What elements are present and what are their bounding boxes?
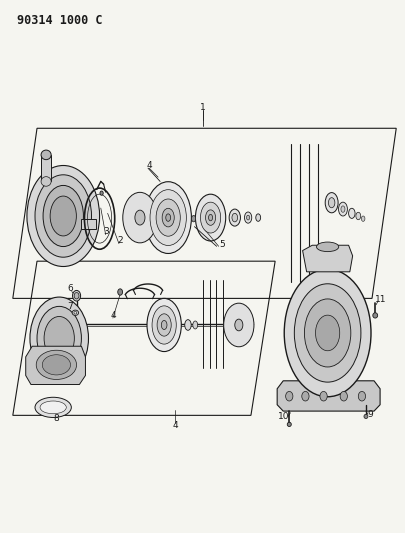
Ellipse shape — [356, 212, 361, 220]
Ellipse shape — [118, 289, 123, 295]
Text: 5: 5 — [219, 240, 225, 249]
Polygon shape — [81, 219, 96, 229]
Ellipse shape — [152, 306, 176, 344]
Text: 4: 4 — [110, 311, 116, 320]
Ellipse shape — [200, 202, 221, 233]
Ellipse shape — [156, 199, 180, 236]
Ellipse shape — [284, 269, 371, 397]
Ellipse shape — [286, 391, 293, 401]
Text: 9: 9 — [367, 410, 373, 419]
Ellipse shape — [315, 315, 340, 351]
Ellipse shape — [161, 320, 167, 329]
Ellipse shape — [287, 422, 291, 426]
Ellipse shape — [145, 182, 192, 254]
Text: 10: 10 — [277, 412, 289, 421]
Ellipse shape — [35, 397, 71, 417]
Ellipse shape — [340, 391, 347, 401]
Ellipse shape — [341, 206, 345, 212]
Ellipse shape — [44, 317, 75, 360]
Ellipse shape — [74, 311, 77, 314]
Ellipse shape — [37, 306, 81, 370]
Ellipse shape — [358, 391, 366, 401]
Ellipse shape — [209, 214, 213, 221]
Ellipse shape — [74, 293, 79, 299]
Ellipse shape — [35, 175, 92, 257]
Ellipse shape — [30, 297, 88, 379]
Text: 3: 3 — [104, 228, 109, 237]
Ellipse shape — [166, 214, 171, 221]
Polygon shape — [26, 346, 85, 384]
Ellipse shape — [229, 209, 241, 226]
Ellipse shape — [36, 350, 77, 379]
Ellipse shape — [41, 150, 51, 160]
Polygon shape — [41, 155, 51, 181]
Ellipse shape — [317, 242, 339, 252]
Ellipse shape — [147, 298, 181, 352]
Text: 11: 11 — [375, 295, 387, 304]
Ellipse shape — [361, 216, 365, 221]
Polygon shape — [277, 381, 380, 411]
Text: 8: 8 — [53, 414, 59, 423]
Ellipse shape — [339, 202, 347, 216]
Ellipse shape — [100, 191, 103, 195]
Ellipse shape — [42, 355, 70, 375]
Ellipse shape — [364, 414, 368, 418]
Text: 4: 4 — [147, 161, 152, 170]
Ellipse shape — [247, 215, 250, 220]
Ellipse shape — [43, 185, 83, 247]
Ellipse shape — [135, 210, 145, 225]
Ellipse shape — [40, 401, 66, 414]
Ellipse shape — [162, 208, 174, 227]
Ellipse shape — [325, 192, 338, 213]
Ellipse shape — [193, 321, 198, 329]
Ellipse shape — [123, 192, 157, 243]
Ellipse shape — [232, 213, 238, 222]
Ellipse shape — [27, 165, 100, 266]
Ellipse shape — [205, 210, 215, 225]
Ellipse shape — [320, 391, 327, 401]
Text: 2: 2 — [117, 237, 123, 246]
Ellipse shape — [373, 313, 378, 318]
Ellipse shape — [196, 194, 226, 241]
Ellipse shape — [256, 214, 261, 221]
Ellipse shape — [224, 303, 254, 347]
Ellipse shape — [328, 198, 335, 208]
Ellipse shape — [192, 215, 196, 222]
Ellipse shape — [72, 290, 81, 301]
Ellipse shape — [294, 284, 361, 382]
Text: 6: 6 — [68, 284, 73, 293]
Ellipse shape — [349, 208, 355, 219]
Ellipse shape — [150, 190, 186, 246]
Ellipse shape — [302, 391, 309, 401]
Ellipse shape — [41, 176, 51, 186]
Ellipse shape — [245, 212, 252, 223]
Ellipse shape — [235, 319, 243, 331]
Ellipse shape — [157, 314, 171, 336]
Text: 7: 7 — [67, 302, 73, 311]
Ellipse shape — [305, 299, 351, 367]
Ellipse shape — [72, 310, 79, 316]
Text: 1: 1 — [200, 102, 205, 111]
Ellipse shape — [185, 320, 191, 330]
Ellipse shape — [50, 196, 77, 236]
Text: 90314 1000 C: 90314 1000 C — [17, 14, 102, 27]
Text: 4: 4 — [172, 422, 178, 431]
Polygon shape — [303, 245, 353, 272]
